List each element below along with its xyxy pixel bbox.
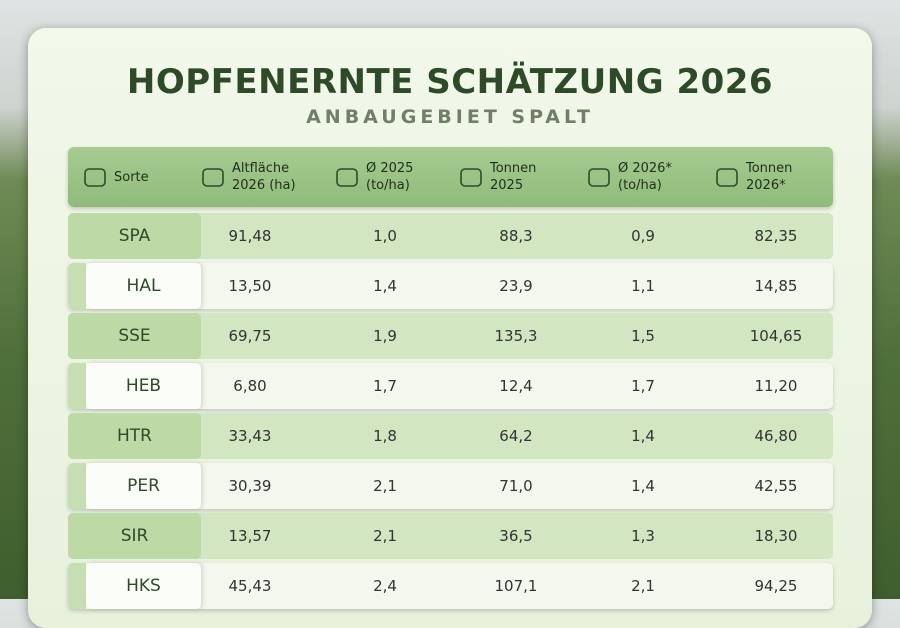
column-header: Tonnen 2025 [458,147,536,207]
column-label-line: Ø 2026* [618,161,672,176]
subtitle: ANBAUGEBIET SPALT [306,106,594,128]
value-cell: 1,3 [631,527,655,545]
value-cell: 1,9 [373,327,397,345]
column-label: Ø 2026* (to/ha) [618,160,672,194]
column-label-line: Sorte [114,169,149,185]
variety-cell: SSE [68,313,201,359]
value-cell: 46,80 [754,427,798,445]
table-row: SSE 69,75 1,9 135,3 1,5 104,65 [68,313,833,359]
value-cell: 1,4 [631,427,655,445]
variety-cell: PER [86,463,201,509]
value-cell: 0,9 [631,227,655,245]
column-icon [460,168,482,187]
value-cell: 1,4 [631,477,655,495]
value-cell: 36,5 [499,527,533,545]
value-cell: 1,8 [373,427,397,445]
value-cell: 12,4 [499,377,533,395]
value-cell: 33,43 [228,427,272,445]
column-label: Tonnen 2025 [490,160,536,194]
value-cell: 2,4 [373,577,397,595]
value-cell: 1,5 [631,327,655,345]
column-label-line: 2025 [490,178,524,193]
column-icon [202,168,224,187]
value-cell: 23,9 [499,277,533,295]
column-label: Ø 2025 (to/ha) [366,160,413,194]
column-header: Sorte [82,147,149,207]
value-cell: 135,3 [494,327,538,345]
table-row: HKS 45,43 2,4 107,1 2,1 94,25 [68,563,833,609]
value-cell: 1,7 [631,377,655,395]
column-label: Sorte [114,169,149,186]
value-cell: 107,1 [494,577,538,595]
value-cell: 64,2 [499,427,533,445]
column-label: Tonnen 2026* [746,160,792,194]
variety-cell: HEB [86,363,201,409]
column-icon [716,168,738,187]
value-cell: 82,35 [754,227,798,245]
value-cell: 45,43 [228,577,272,595]
value-cell: 1,4 [373,277,397,295]
value-cell: 11,20 [754,377,798,395]
column-header: Tonnen 2026* [714,147,792,207]
value-cell: 18,30 [754,527,798,545]
value-cell: 30,39 [228,477,272,495]
column-label-line: (to/ha) [366,178,410,193]
column-label-line: 2026 (ha) [232,178,296,193]
column-label-line: Tonnen [490,161,537,176]
value-cell: 2,1 [373,527,397,545]
value-cell: 91,48 [228,227,272,245]
column-header: Altfläche 2026 (ha) [200,147,296,207]
column-icon [84,168,106,187]
value-cell: 42,55 [754,477,798,495]
table-header: Sorte Altfläche 2026 (ha) Ø 2025 (to/ha) Tonn… [68,147,833,207]
value-cell: 88,3 [499,227,533,245]
value-cell: 104,65 [749,327,803,345]
value-cell: 71,0 [499,477,533,495]
value-cell: 94,25 [754,577,798,595]
value-cell: 13,50 [228,277,272,295]
value-cell: 69,75 [228,327,272,345]
value-cell: 1,7 [373,377,397,395]
value-cell: 13,57 [228,527,272,545]
column-label-line: (to/ha) [618,178,662,193]
column-label-line: Altfläche [232,161,290,176]
value-cell: 2,1 [373,477,397,495]
column-label: Altfläche 2026 (ha) [232,160,296,194]
column-label-line: Ø 2025 [366,161,414,176]
title: HOPFENERNTE SCHÄTZUNG 2026 [126,62,774,102]
table-row: PER 30,39 2,1 71,0 1,4 42,55 [68,463,833,509]
column-label-line: Tonnen [746,161,793,176]
variety-cell: HAL [86,263,201,309]
column-icon [588,168,610,187]
value-cell: 2,1 [631,577,655,595]
column-label-line: 2026* [746,178,786,193]
column-header: Ø 2026* (to/ha) [586,147,672,207]
table-row: HEB 6,80 1,7 12,4 1,7 11,20 [68,363,833,409]
table-row: SPA 91,48 1,0 88,3 0,9 82,35 [68,213,833,259]
variety-cell: SPA [68,213,201,259]
table-row: SIR 13,57 2,1 36,5 1,3 18,30 [68,513,833,559]
table-row: HTR 33,43 1,8 64,2 1,4 46,80 [68,413,833,459]
column-icon [336,168,358,187]
value-cell: 14,85 [754,277,798,295]
value-cell: 1,0 [373,227,397,245]
variety-cell: SIR [68,513,201,559]
value-cell: 6,80 [233,377,267,395]
column-header: Ø 2025 (to/ha) [334,147,413,207]
variety-cell: HKS [86,563,201,609]
value-cell: 1,1 [631,277,655,295]
variety-cell: HTR [68,413,201,459]
table-row: HAL 13,50 1,4 23,9 1,1 14,85 [68,263,833,309]
